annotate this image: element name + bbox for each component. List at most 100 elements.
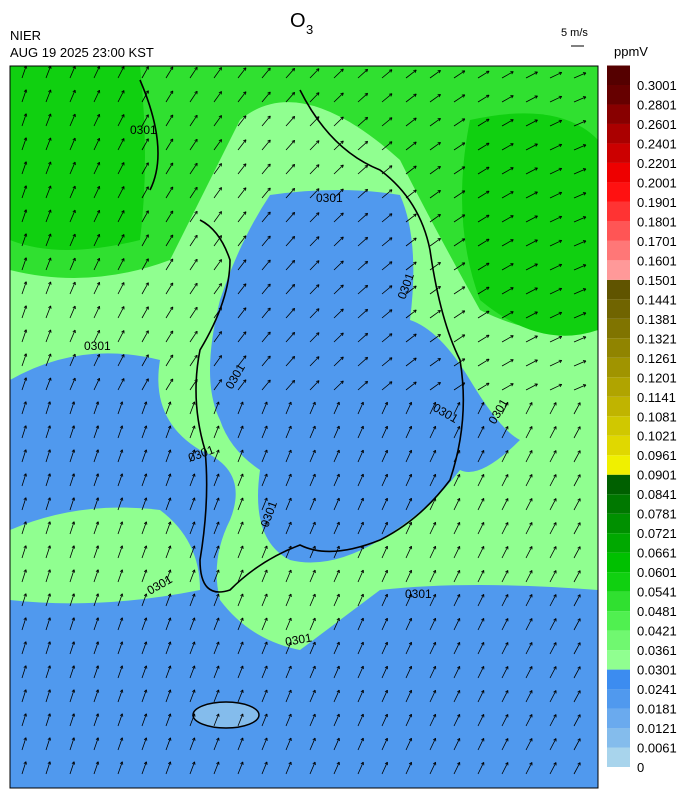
- wind-arrow: [165, 761, 171, 775]
- wind-arrow-head: [364, 212, 369, 217]
- wind-arrow: [285, 425, 292, 439]
- wind-arrow-head: [169, 234, 174, 238]
- wind-arrow-head: [194, 66, 198, 71]
- wind-arrow-head: [119, 521, 124, 525]
- wind-arrow-head: [336, 497, 340, 502]
- wind-arrow-head: [264, 545, 268, 549]
- wind-arrow: [429, 118, 441, 127]
- wind-arrow-head: [218, 187, 222, 191]
- wind-arrow-head: [71, 689, 76, 693]
- wind-arrow: [117, 258, 125, 271]
- wind-arrow-head: [192, 713, 196, 717]
- wind-arrow: [69, 353, 76, 367]
- wind-arrow-head: [388, 285, 393, 289]
- colorbar-bin: [607, 143, 630, 163]
- wind-arrow: [117, 330, 125, 343]
- wind-arrow-head: [553, 450, 557, 454]
- wind-arrow: [405, 69, 417, 79]
- wind-arrow: [381, 546, 388, 559]
- wind-arrow: [141, 641, 147, 655]
- wind-arrow: [429, 402, 436, 415]
- wind-arrow: [165, 330, 174, 343]
- wind-arrow-head: [360, 401, 364, 406]
- wind-arrow-head: [360, 545, 364, 550]
- wind-arrow: [117, 761, 123, 775]
- wind-arrow-head: [121, 162, 125, 166]
- wind-arrow-head: [194, 258, 198, 263]
- wind-arrow-head: [316, 380, 320, 384]
- wind-arrow-head: [121, 282, 125, 286]
- wind-arrow-head: [316, 356, 320, 360]
- wind-arrow: [189, 66, 198, 79]
- wind-arrow: [45, 353, 52, 367]
- wind-arrow-head: [216, 569, 220, 573]
- wind-arrow-head: [384, 449, 389, 454]
- wind-arrow: [309, 617, 316, 631]
- wind-arrow: [93, 713, 99, 727]
- wind-arrow-head: [388, 141, 393, 145]
- wind-arrow-head: [558, 287, 563, 292]
- wind-arrow: [453, 522, 461, 535]
- wind-arrow-head: [457, 689, 461, 694]
- wind-arrow-head: [340, 188, 344, 192]
- wind-arrow-head: [534, 335, 538, 339]
- wind-arrow-head: [312, 497, 316, 502]
- wind-arrow-head: [288, 473, 292, 478]
- wind-arrow: [285, 449, 292, 463]
- wind-arrow-head: [267, 259, 271, 264]
- wind-arrow-head: [96, 257, 101, 262]
- wind-arrow: [117, 737, 123, 751]
- wind-arrow-head: [408, 521, 413, 526]
- wind-arrow: [213, 115, 222, 127]
- wind-arrow: [237, 569, 244, 583]
- wind-arrow-head: [48, 377, 52, 381]
- wind-arrow-head: [240, 473, 244, 477]
- wind-arrow-head: [47, 617, 51, 621]
- wind-arrow-head: [364, 284, 369, 289]
- wind-arrow: [333, 212, 344, 223]
- wind-arrow: [453, 666, 461, 679]
- wind-arrow-head: [413, 381, 417, 385]
- wind-arrow: [261, 67, 271, 79]
- wind-arrow: [261, 307, 271, 319]
- colorbar-label: 0.1701: [637, 234, 677, 249]
- wind-arrow: [453, 594, 461, 607]
- wind-arrow: [141, 521, 147, 535]
- wind-arrow-head: [243, 91, 247, 95]
- wind-arrow: [333, 116, 344, 127]
- wind-arrow-head: [577, 546, 581, 550]
- wind-arrow-head: [316, 212, 320, 216]
- colorbar-label: 0.0901: [637, 468, 677, 483]
- wind-arrow: [285, 284, 295, 295]
- wind-arrow-head: [505, 402, 509, 406]
- wind-arrow-head: [119, 569, 124, 573]
- wind-arrow-head: [577, 426, 581, 430]
- wind-arrow: [21, 209, 27, 223]
- wind-arrow: [45, 257, 52, 271]
- wind-arrow-head: [364, 116, 369, 121]
- wind-arrow-head: [23, 329, 28, 333]
- wind-arrow-head: [510, 143, 514, 147]
- wind-arrow: [573, 96, 587, 103]
- wind-arrow-head: [47, 761, 51, 765]
- wind-arrow-head: [461, 70, 466, 74]
- wind-arrow-head: [23, 209, 28, 213]
- wind-arrow-head: [143, 497, 148, 501]
- wind-arrow: [549, 522, 557, 535]
- wind-arrow: [381, 642, 388, 655]
- wind-arrow-head: [95, 617, 100, 621]
- wind-arrow-head: [216, 449, 220, 453]
- wind-arrow-head: [47, 665, 51, 669]
- wind-arrow: [285, 236, 295, 247]
- colorbar-label: 0.0421: [637, 624, 677, 639]
- wind-arrow: [477, 522, 485, 535]
- wind-arrow-head: [23, 113, 28, 117]
- wind-arrow: [357, 69, 368, 79]
- wind-arrow-head: [534, 263, 538, 267]
- wind-arrow-head: [216, 689, 220, 693]
- wind-arrow: [501, 191, 514, 199]
- wind-arrow-head: [169, 282, 174, 286]
- wind-arrow-head: [505, 474, 509, 478]
- wind-arrow: [93, 354, 100, 367]
